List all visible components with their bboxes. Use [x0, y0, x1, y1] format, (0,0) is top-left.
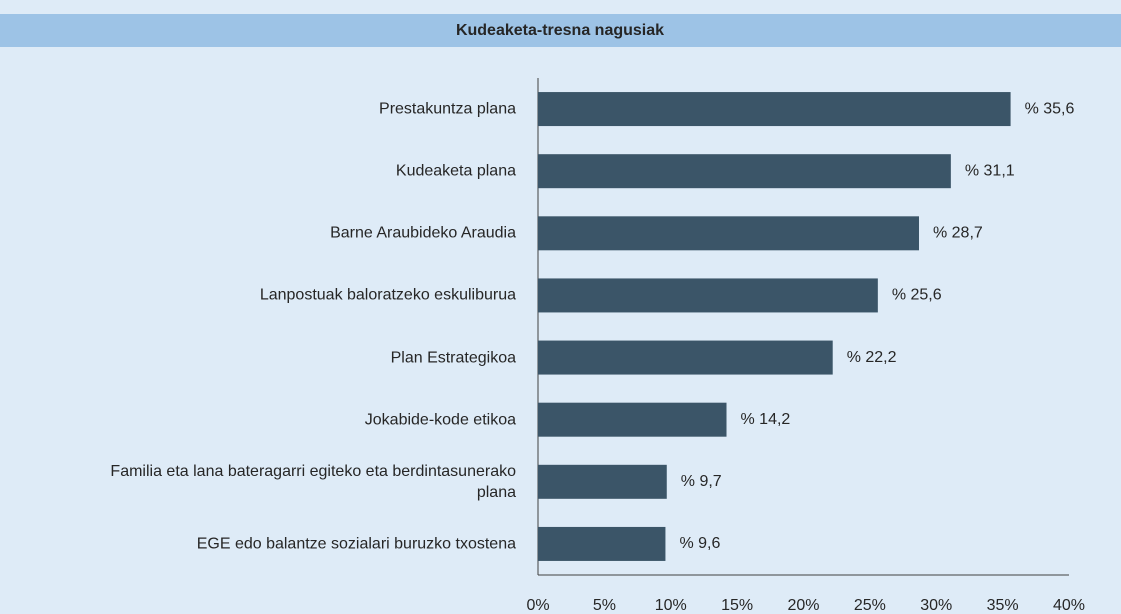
x-tick-label: 40%	[1053, 597, 1085, 614]
y-tick-label: Jokabide-kode etikoa	[364, 411, 516, 429]
value-label: % 31,1	[965, 162, 1015, 179]
x-tick-label: 20%	[787, 597, 819, 614]
y-tick-label: Familia eta lana bateragarri egiteko eta…	[110, 462, 516, 501]
x-tick-label: 35%	[987, 597, 1019, 614]
bar	[538, 216, 919, 251]
x-tick-label: 15%	[721, 597, 753, 614]
bar	[538, 92, 1011, 127]
x-tick-label: 10%	[655, 597, 687, 614]
y-tick-label: Plan Estrategikoa	[390, 349, 516, 367]
x-tick-label: 5%	[593, 597, 616, 614]
y-tick-label: Barne Araubideko Araudia	[330, 224, 516, 242]
value-label: % 35,6	[1025, 100, 1075, 117]
y-tick-label: EGE edo balantze sozialari buruzko txost…	[196, 535, 516, 553]
value-label: % 28,7	[933, 225, 983, 242]
bar	[538, 402, 727, 437]
bar	[538, 154, 951, 189]
y-tick-label: Lanpostuak baloratzeko eskuliburua	[259, 286, 516, 304]
y-tick-label: Kudeaketa plana	[395, 162, 516, 180]
value-label: % 9,6	[679, 535, 720, 552]
y-tick-label: Prestakuntza plana	[379, 100, 516, 118]
value-label: % 9,7	[681, 473, 722, 490]
bar	[538, 464, 667, 499]
x-tick-label: 30%	[920, 597, 952, 614]
value-label: % 25,6	[892, 287, 942, 304]
x-tick-label: 25%	[854, 597, 886, 614]
value-label: % 14,2	[741, 411, 791, 428]
chart-title: Kudeaketa-tresna nagusiak	[456, 22, 664, 39]
bar	[538, 340, 833, 375]
title-band	[0, 14, 1121, 47]
x-tick-label: 0%	[526, 597, 549, 614]
bar	[538, 526, 666, 561]
bar	[538, 278, 878, 313]
value-label: % 22,2	[847, 349, 897, 366]
